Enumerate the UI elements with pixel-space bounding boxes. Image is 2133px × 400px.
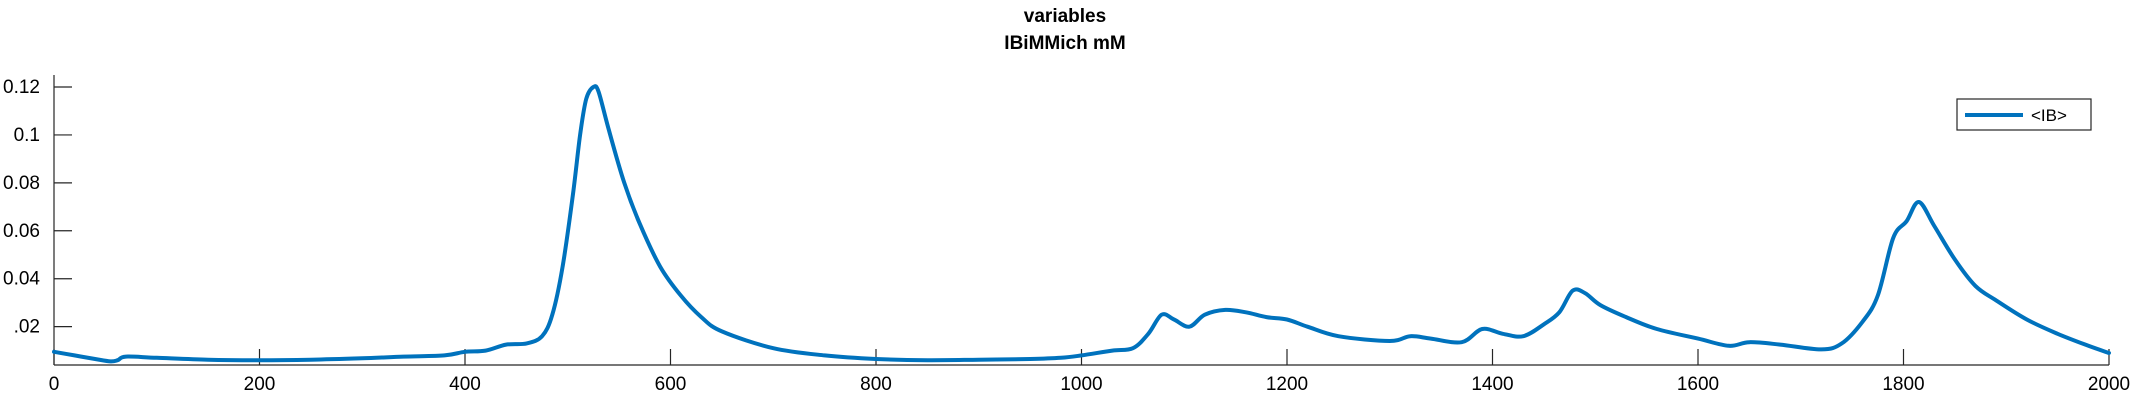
x-tick-label: 400	[449, 374, 481, 395]
y-tick-label: 0.04	[3, 269, 40, 290]
y-tick-label: .02	[14, 317, 40, 338]
x-tick-label: 200	[244, 374, 276, 395]
legend: <IB>	[1956, 98, 2092, 131]
x-tick-label: 1000	[1060, 374, 1102, 395]
y-tick-label: 0.1	[14, 125, 40, 146]
series-layer	[52, 84, 2111, 364]
chart-title-line-2: IBiMMich mM	[1004, 33, 1125, 54]
plot-axes	[53, 75, 2109, 366]
x-axis-ticks: 0 200 400 600 800 1000 1200 1400 1600 1800 2000	[49, 349, 2130, 395]
x-tick-label: 1600	[1677, 374, 1719, 395]
x-tick-label: 600	[655, 374, 687, 395]
y-tick-label: 0.06	[3, 221, 40, 242]
legend-label-ib: <IB>	[2031, 106, 2067, 125]
x-tick-label: 1200	[1266, 374, 1308, 395]
x-tick-label: 1400	[1471, 374, 1513, 395]
x-tick-label: 2000	[2088, 374, 2130, 395]
y-axis-ticks: .02 0.04 0.06 0.08 0.1 0.12	[3, 77, 72, 338]
series-line-ib	[52, 84, 2111, 364]
y-tick-label: 0.12	[3, 77, 40, 98]
x-tick-label: 1800	[1882, 374, 1924, 395]
x-tick-label: 800	[860, 374, 892, 395]
y-tick-label: 0.08	[3, 173, 40, 194]
chart-title-line-1: variables	[1024, 6, 1106, 27]
x-tick-label: 0	[49, 374, 60, 395]
